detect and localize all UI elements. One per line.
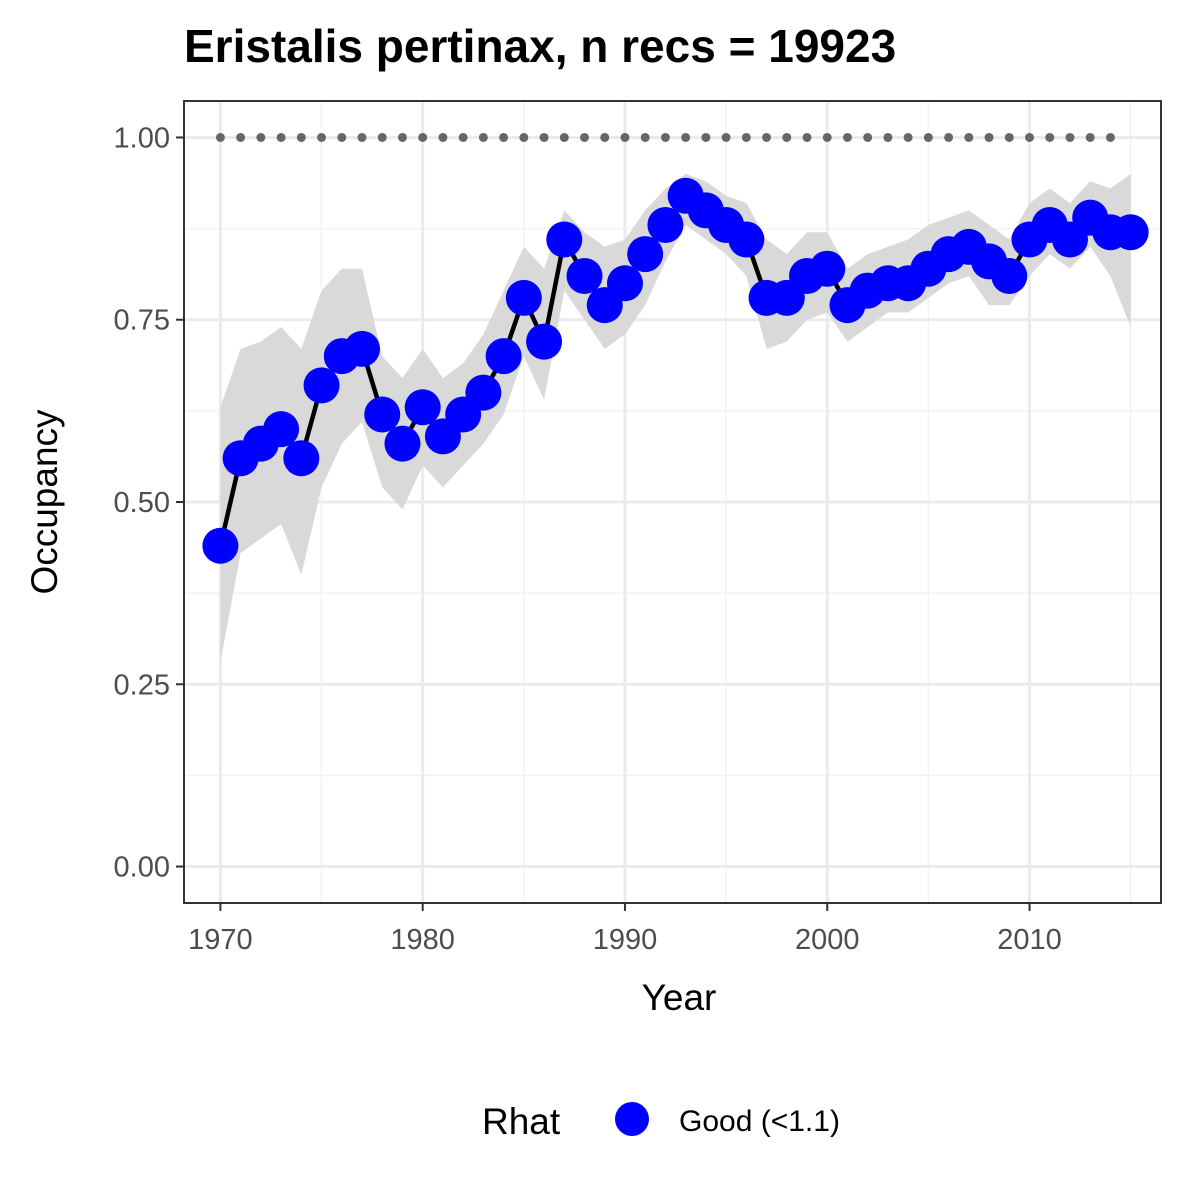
legend-label-good: Good (<1.1)	[679, 1105, 840, 1138]
reference-point	[1004, 132, 1014, 142]
reference-point	[580, 132, 590, 142]
reference-point	[964, 132, 974, 142]
reference-point	[923, 132, 933, 142]
reference-point	[276, 132, 286, 142]
reference-point	[539, 132, 549, 142]
y-axis: 0.00 0.25 0.50 0.75 1.00	[114, 122, 184, 884]
data-point	[627, 236, 664, 273]
reference-point	[357, 132, 367, 142]
data-point	[344, 330, 381, 367]
reference-point	[701, 132, 711, 142]
reference-point	[822, 132, 832, 142]
reference-point	[1105, 132, 1115, 142]
reference-point	[296, 132, 306, 142]
y-axis-title: Occupancy	[24, 409, 65, 595]
reference-point	[883, 132, 893, 142]
reference-point	[337, 132, 347, 142]
reference-point	[1065, 132, 1075, 142]
x-tick-label: 1990	[593, 924, 658, 956]
reference-point	[640, 132, 650, 142]
data-point	[647, 206, 684, 243]
x-tick-label: 2010	[997, 924, 1062, 956]
series-points-layer	[202, 177, 1149, 564]
reference-point	[499, 132, 509, 142]
reference-point	[478, 132, 488, 142]
reference-point	[397, 132, 407, 142]
data-point	[606, 265, 643, 302]
plot-area	[183, 100, 1162, 904]
data-point	[991, 257, 1028, 294]
x-tick-label: 1980	[390, 924, 455, 956]
data-point	[1112, 214, 1149, 251]
reference-point	[1085, 132, 1095, 142]
reference-point	[519, 132, 529, 142]
reference-point	[681, 132, 691, 142]
data-point	[728, 221, 765, 258]
reference-point	[418, 132, 428, 142]
data-point	[526, 323, 563, 360]
data-point	[384, 425, 421, 462]
reference-point	[984, 132, 994, 142]
reference-point	[762, 132, 772, 142]
data-point	[202, 527, 239, 564]
reference-point	[903, 132, 913, 142]
x-tick-label: 2000	[795, 924, 860, 956]
legend: Rhat Good (<1.1)	[482, 1101, 840, 1142]
y-tick-label: 0.25	[114, 669, 170, 701]
data-point	[809, 250, 846, 287]
data-point	[505, 279, 542, 316]
data-point	[566, 257, 603, 294]
reference-point	[559, 132, 569, 142]
reference-point	[236, 132, 246, 142]
data-point	[364, 396, 401, 433]
data-point	[303, 367, 340, 404]
data-point	[404, 389, 441, 426]
x-tick-label: 1970	[188, 924, 253, 956]
legend-key-good	[615, 1102, 649, 1136]
reference-point	[600, 132, 610, 142]
reference-point	[317, 132, 327, 142]
reference-point	[741, 132, 751, 142]
reference-point	[863, 132, 873, 142]
y-tick-label: 1.00	[114, 122, 170, 154]
y-tick-label: 0.75	[114, 305, 170, 337]
chart-title: Eristalis pertinax, n recs = 19923	[184, 20, 896, 72]
reference-point	[215, 132, 225, 142]
x-axis: 1970 1980 1990 2000 2010	[188, 903, 1062, 956]
reference-point	[1025, 132, 1035, 142]
reference-point	[944, 132, 954, 142]
data-point	[283, 440, 320, 477]
data-point	[546, 221, 583, 258]
reference-point	[620, 132, 630, 142]
legend-title: Rhat	[482, 1101, 561, 1142]
reference-line-layer	[215, 132, 1115, 142]
reference-point	[782, 132, 792, 142]
y-tick-label: 0.50	[114, 487, 170, 519]
data-point	[485, 338, 522, 375]
reference-point	[842, 132, 852, 142]
reference-point	[256, 132, 266, 142]
reference-point	[377, 132, 387, 142]
reference-point	[438, 132, 448, 142]
data-point	[465, 374, 502, 411]
reference-point	[1045, 132, 1055, 142]
y-tick-label: 0.00	[114, 852, 170, 884]
reference-point	[660, 132, 670, 142]
data-point	[263, 411, 300, 448]
x-axis-title: Year	[642, 977, 717, 1018]
reference-point	[721, 132, 731, 142]
reference-point	[458, 132, 468, 142]
reference-point	[802, 132, 812, 142]
